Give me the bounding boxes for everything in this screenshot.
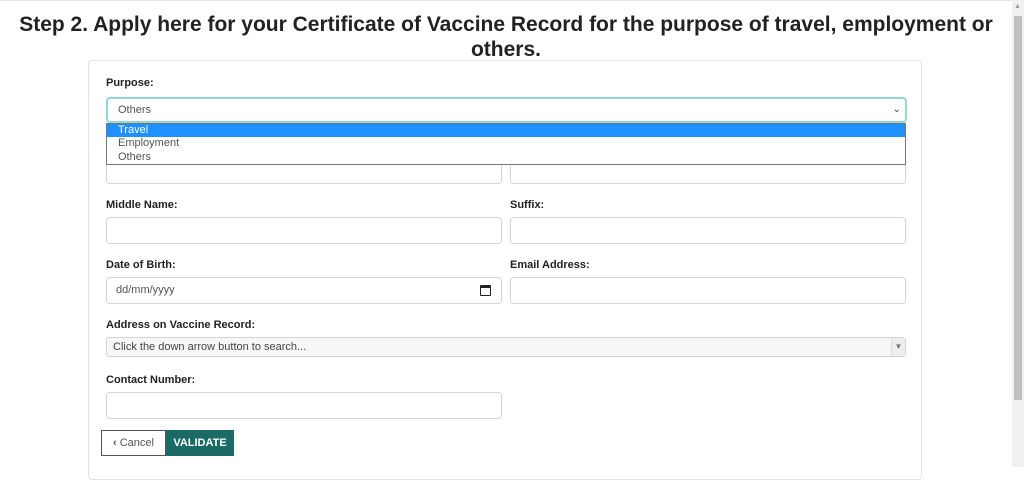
email-label: Email Address: bbox=[510, 259, 590, 271]
option-employment[interactable]: Employment bbox=[118, 137, 180, 150]
cancel-label: Cancel bbox=[119, 437, 154, 449]
address-combobox[interactable]: Click the down arrow button to search...… bbox=[106, 337, 906, 357]
address-placeholder: Click the down arrow button to search... bbox=[113, 341, 307, 353]
validate-button[interactable]: VALIDATE bbox=[166, 430, 234, 456]
middle-name-input[interactable] bbox=[106, 217, 502, 244]
address-label: Address on Vaccine Record: bbox=[106, 319, 256, 331]
contact-input[interactable] bbox=[106, 392, 502, 419]
calendar-icon[interactable] bbox=[480, 285, 491, 296]
middle-name-label: Middle Name: bbox=[106, 199, 178, 211]
cancel-button[interactable]: ‹ Cancel bbox=[101, 430, 166, 456]
suffix-label: Suffix: bbox=[510, 199, 545, 211]
dob-placeholder: dd/mm/yyyy bbox=[116, 284, 175, 296]
scrollbar[interactable]: ▲ bbox=[1012, 0, 1024, 467]
option-others[interactable]: Others bbox=[118, 150, 152, 163]
top-border bbox=[0, 0, 1012, 3]
purpose-label: Purpose: bbox=[106, 77, 154, 89]
page-title: Step 2. Apply here for your Certificate … bbox=[19, 13, 993, 61]
purpose-value: Others bbox=[118, 104, 152, 116]
scroll-up-icon[interactable]: ▲ bbox=[1014, 3, 1021, 10]
suffix-input[interactable] bbox=[510, 217, 906, 244]
chevron-left-icon: ‹ bbox=[113, 437, 117, 449]
contact-label: Contact Number: bbox=[106, 374, 196, 386]
scrollbar-thumb[interactable] bbox=[1014, 16, 1022, 400]
dropdown-arrow-icon[interactable]: ▼ bbox=[891, 338, 905, 356]
dob-input[interactable]: dd/mm/yyyy bbox=[106, 277, 502, 304]
chevron-down-icon: ⌄ bbox=[892, 104, 901, 115]
purpose-select[interactable]: Others ⌄ bbox=[106, 97, 907, 123]
purpose-dropdown-list: Travel Employment Others bbox=[106, 123, 906, 165]
email-input[interactable] bbox=[510, 277, 906, 304]
dob-label: Date of Birth: bbox=[106, 259, 176, 271]
option-travel[interactable]: Travel bbox=[107, 124, 905, 138]
